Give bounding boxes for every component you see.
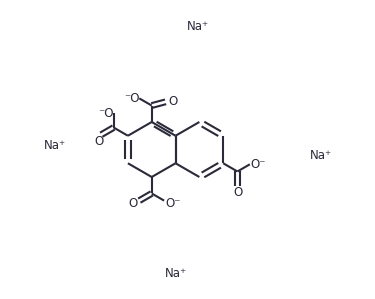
Text: O: O bbox=[168, 95, 177, 108]
Text: O⁻: O⁻ bbox=[250, 158, 266, 171]
Text: O: O bbox=[233, 186, 243, 199]
Text: Na⁺: Na⁺ bbox=[44, 138, 66, 152]
Text: Na⁺: Na⁺ bbox=[165, 267, 187, 280]
Text: O⁻: O⁻ bbox=[165, 196, 181, 210]
Text: O: O bbox=[128, 196, 137, 210]
Text: O: O bbox=[94, 135, 104, 148]
Text: Na⁺: Na⁺ bbox=[309, 149, 332, 162]
Text: ⁻O: ⁻O bbox=[124, 92, 139, 105]
Text: ⁻O: ⁻O bbox=[98, 107, 114, 120]
Text: Na⁺: Na⁺ bbox=[187, 20, 209, 33]
